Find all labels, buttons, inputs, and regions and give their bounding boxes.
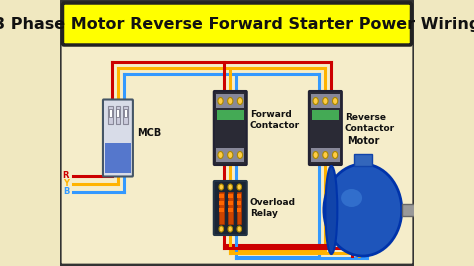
Bar <box>105 143 131 172</box>
Circle shape <box>228 98 233 105</box>
Bar <box>216 148 245 162</box>
Bar <box>219 201 224 205</box>
Circle shape <box>332 152 338 159</box>
Bar <box>237 208 241 212</box>
FancyBboxPatch shape <box>103 99 133 177</box>
Bar <box>311 94 339 108</box>
FancyBboxPatch shape <box>63 3 411 45</box>
Bar <box>402 204 418 216</box>
FancyBboxPatch shape <box>309 91 342 165</box>
Bar <box>311 148 339 162</box>
Bar <box>219 194 224 198</box>
Circle shape <box>228 184 233 190</box>
Text: 3 Phase Motor Reverse Forward Starter Power Wiring: 3 Phase Motor Reverse Forward Starter Po… <box>0 16 474 31</box>
Circle shape <box>219 226 224 232</box>
Bar <box>354 154 372 166</box>
Circle shape <box>237 184 241 190</box>
Bar <box>237 201 241 205</box>
Bar <box>116 106 120 123</box>
Circle shape <box>323 152 328 159</box>
Circle shape <box>218 98 223 105</box>
Circle shape <box>332 98 338 105</box>
Bar <box>219 208 224 212</box>
Bar <box>109 109 112 117</box>
Bar <box>312 110 339 120</box>
Bar <box>219 192 224 224</box>
Text: Reverse
Contactor: Reverse Contactor <box>345 113 395 133</box>
Bar <box>216 94 245 108</box>
Circle shape <box>313 98 318 105</box>
Bar <box>228 194 233 198</box>
Text: Y: Y <box>63 180 69 189</box>
Text: Motor: Motor <box>346 136 379 146</box>
Circle shape <box>323 98 328 105</box>
Text: Overload
Relay: Overload Relay <box>250 198 296 218</box>
Ellipse shape <box>325 166 337 254</box>
Circle shape <box>228 226 233 232</box>
Circle shape <box>228 152 233 159</box>
FancyBboxPatch shape <box>214 181 247 235</box>
Ellipse shape <box>341 189 362 207</box>
Text: R: R <box>63 172 69 181</box>
FancyBboxPatch shape <box>214 91 247 165</box>
Circle shape <box>218 152 223 159</box>
Bar <box>124 109 127 117</box>
Circle shape <box>237 98 243 105</box>
Text: MCB: MCB <box>137 128 161 138</box>
Text: B: B <box>63 188 69 197</box>
Text: Forward
Contactor: Forward Contactor <box>250 110 300 130</box>
Bar <box>108 106 113 123</box>
Circle shape <box>219 184 224 190</box>
Bar <box>228 201 233 205</box>
Bar <box>217 110 244 120</box>
Bar <box>228 208 233 212</box>
Bar <box>228 192 233 224</box>
Circle shape <box>237 226 241 232</box>
Circle shape <box>313 152 318 159</box>
Bar <box>237 192 241 224</box>
Bar <box>117 109 119 117</box>
Ellipse shape <box>324 164 402 256</box>
Circle shape <box>237 152 243 159</box>
Bar <box>123 106 128 123</box>
Bar <box>237 194 241 198</box>
FancyBboxPatch shape <box>60 1 414 265</box>
